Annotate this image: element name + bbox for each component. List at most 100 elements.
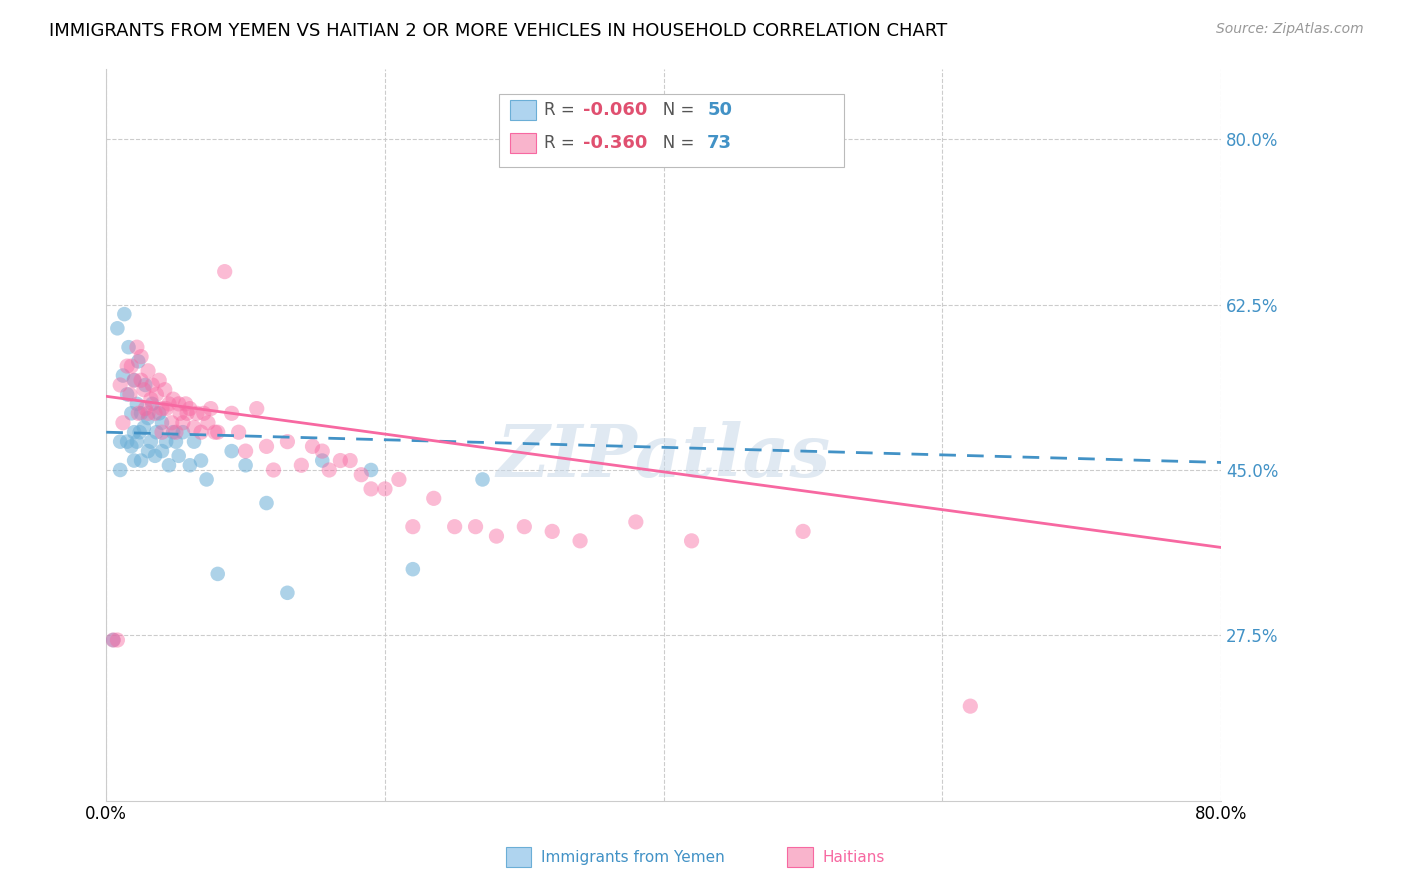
Point <box>122 453 145 467</box>
Point <box>136 411 159 425</box>
Point <box>155 434 177 449</box>
Point <box>167 449 190 463</box>
Point <box>624 515 647 529</box>
Point <box>179 401 201 416</box>
Point <box>174 397 197 411</box>
Point <box>190 453 212 467</box>
Point <box>221 444 243 458</box>
Point <box>276 586 298 600</box>
Point <box>402 562 425 576</box>
Point <box>139 434 162 449</box>
Point <box>120 439 142 453</box>
Point <box>207 566 229 581</box>
Point <box>246 401 269 416</box>
Point <box>290 458 312 473</box>
Point <box>160 416 183 430</box>
Point <box>263 463 285 477</box>
Point <box>235 444 257 458</box>
Point <box>129 373 152 387</box>
Point <box>301 439 323 453</box>
Text: 73: 73 <box>707 134 733 152</box>
Point <box>122 373 145 387</box>
Point <box>374 482 396 496</box>
Point <box>157 397 180 411</box>
Point <box>157 458 180 473</box>
Point <box>792 524 814 539</box>
Point <box>127 406 149 420</box>
Point <box>485 529 508 543</box>
Point <box>141 397 163 411</box>
Point <box>350 467 373 482</box>
Point <box>112 307 135 321</box>
Text: IMMIGRANTS FROM YEMEN VS HAITIAN 2 OR MORE VEHICLES IN HOUSEHOLD CORRELATION CHA: IMMIGRANTS FROM YEMEN VS HAITIAN 2 OR MO… <box>49 22 948 40</box>
Point <box>105 321 128 335</box>
Point <box>513 519 536 533</box>
Point <box>103 633 125 648</box>
Point <box>122 373 145 387</box>
Point <box>186 406 208 420</box>
Point <box>127 354 149 368</box>
Point <box>108 463 131 477</box>
Point <box>143 449 166 463</box>
Text: -0.360: -0.360 <box>583 134 648 152</box>
Text: N =: N = <box>647 101 699 119</box>
Point <box>422 491 444 506</box>
Point <box>165 425 187 440</box>
Point <box>183 434 205 449</box>
Point <box>443 519 465 533</box>
Text: R =: R = <box>544 134 581 152</box>
Point <box>115 434 138 449</box>
Point <box>167 397 190 411</box>
Point <box>172 425 194 440</box>
Text: 50: 50 <box>707 101 733 119</box>
Point <box>235 458 257 473</box>
Point <box>125 397 148 411</box>
Point <box>256 439 278 453</box>
Point <box>169 406 191 420</box>
Point <box>141 378 163 392</box>
Point <box>136 406 159 420</box>
Point <box>329 453 352 467</box>
Point <box>207 425 229 440</box>
Point <box>172 416 194 430</box>
Point <box>165 434 187 449</box>
Point <box>139 392 162 406</box>
Point <box>183 420 205 434</box>
Point <box>179 458 201 473</box>
Point <box>276 434 298 449</box>
Point <box>388 472 411 486</box>
Point <box>118 387 141 401</box>
Point <box>150 425 173 440</box>
Point <box>115 387 138 401</box>
Text: Immigrants from Yemen: Immigrants from Yemen <box>541 850 725 864</box>
Text: ZIPatlas: ZIPatlas <box>496 421 831 492</box>
Point <box>111 416 134 430</box>
Point <box>128 425 150 440</box>
Point <box>148 373 170 387</box>
Point <box>136 364 159 378</box>
Point <box>129 406 152 420</box>
Point <box>120 359 142 373</box>
Point <box>318 463 340 477</box>
Point <box>228 425 250 440</box>
Point <box>311 444 333 458</box>
Point <box>129 453 152 467</box>
Point <box>103 633 125 648</box>
Point <box>148 406 170 420</box>
Point <box>256 496 278 510</box>
Point <box>132 420 155 434</box>
Point <box>134 378 156 392</box>
Text: Haitians: Haitians <box>823 850 884 864</box>
Point <box>200 401 222 416</box>
Point <box>150 416 173 430</box>
Point <box>162 392 184 406</box>
Point <box>143 406 166 420</box>
Point <box>569 533 592 548</box>
Point <box>150 444 173 458</box>
Point <box>132 383 155 397</box>
Point <box>122 425 145 440</box>
Point <box>190 425 212 440</box>
Text: Source: ZipAtlas.com: Source: ZipAtlas.com <box>1216 22 1364 37</box>
Point <box>108 378 131 392</box>
Point <box>129 350 152 364</box>
